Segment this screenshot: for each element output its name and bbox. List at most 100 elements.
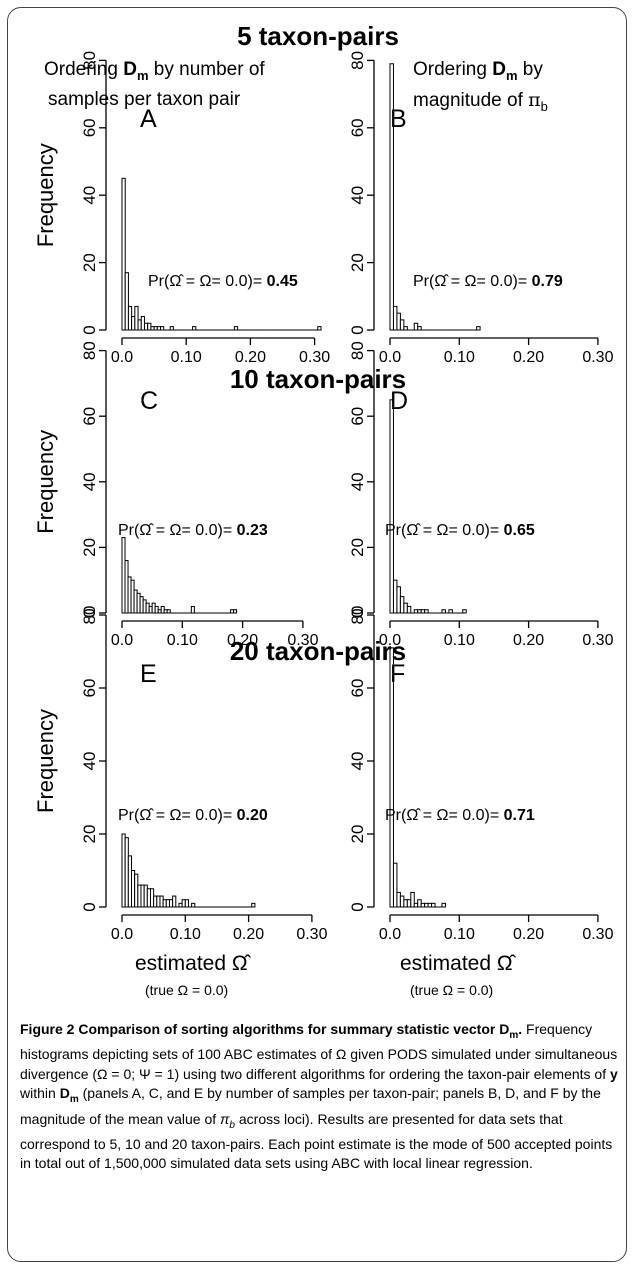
histogram-bar-f	[441, 902, 446, 908]
histogram-bar-f	[389, 647, 394, 908]
panel-label-e: E	[140, 660, 157, 688]
x-tick-label-e: 0.20	[233, 926, 264, 943]
panel-label-a: A	[140, 105, 157, 133]
histogram-bar-d	[392, 579, 398, 614]
histogram-bar-a	[192, 326, 197, 331]
histogram-bar-c	[233, 609, 238, 614]
y-tick-label-a: 40	[80, 186, 99, 205]
histogram-bar-d	[406, 605, 412, 614]
y-tick-label-d: 20	[348, 538, 367, 557]
histogram-bar-a	[317, 326, 322, 331]
histogram-bar-d	[389, 399, 394, 614]
y-tick-label-b: 0	[348, 325, 367, 334]
y-tick-label-d: 60	[348, 407, 367, 426]
histogram-bar-f	[427, 902, 433, 908]
y-tick-label-c: 0	[80, 608, 99, 617]
probability-annotation-d: Pr(Ω̂ = Ω= 0.0)= 0.65	[385, 522, 535, 539]
histogram-bar-d	[441, 609, 446, 614]
histogram-bar-f	[403, 899, 408, 908]
histogram-bar-c	[166, 609, 171, 614]
histogram-bar-f	[406, 899, 412, 908]
x-tick-label-d: 0.10	[444, 632, 475, 649]
histogram-bar-f	[413, 902, 419, 908]
y-tick-label-d: 80	[348, 341, 367, 360]
histogram-bar-d	[420, 609, 426, 614]
histogram-bar-e	[172, 895, 177, 908]
y-tick-label-f: 20	[348, 825, 367, 844]
y-tick-label-b: 40	[348, 186, 367, 205]
x-tick-label-f: 0.0	[379, 926, 401, 943]
histogram-bar-a	[169, 326, 174, 331]
histogram-bar-a	[124, 272, 129, 331]
x-tick-label-b: 0.20	[513, 349, 544, 366]
y-tick-label-f: 60	[348, 679, 367, 698]
histogram-bar-f	[392, 862, 398, 908]
histogram-bar-d	[417, 609, 422, 614]
x-tick-label-a: 0.20	[235, 349, 266, 366]
x-tick-label-c: 0.20	[227, 632, 258, 649]
x-tick-label-f: 0.30	[582, 926, 613, 943]
figure-caption: Figure 2 Comparison of sorting algorithm…	[20, 1021, 618, 1172]
x-tick-label-e: 0.30	[296, 926, 327, 943]
histogram-bar-f	[396, 891, 401, 908]
x-tick-label-c: 0.10	[167, 632, 198, 649]
x-tick-label-d: 0.30	[582, 632, 613, 649]
x-tick-label-f: 0.10	[444, 926, 475, 943]
x-tick-label-b: 0.10	[444, 349, 475, 366]
histogram-bar-e	[191, 902, 196, 908]
histogram-bar-d	[424, 609, 429, 614]
histogram-bar-d	[413, 609, 419, 614]
y-tick-label-b: 80	[348, 51, 367, 70]
histogram-bar-f	[410, 891, 415, 908]
row-title-10: 10 taxon-pairs	[229, 364, 407, 394]
histogram-bar-e	[251, 902, 256, 908]
x-axis-sublabel-left: (true Ω = 0.0)	[145, 982, 229, 998]
histogram-bar-b	[413, 322, 419, 331]
x-tick-label-e: 0.0	[111, 926, 133, 943]
figure-frame	[7, 7, 627, 1262]
probability-annotation-a: Pr(Ω̂ = Ω= 0.0)= 0.45	[148, 273, 298, 290]
y-tick-label-e: 40	[80, 752, 99, 771]
probability-annotation-b: Pr(Ω̂ = Ω= 0.0)= 0.79	[413, 273, 563, 290]
y-tick-label-c: 80	[80, 341, 99, 360]
histogram-bar-a	[160, 326, 165, 331]
x-tick-label-b: 0.0	[379, 349, 401, 366]
histogram-bar-d	[448, 609, 453, 614]
y-tick-label-e: 0	[80, 902, 99, 911]
y-tick-label-d: 0	[348, 608, 367, 617]
histogram-bar-d	[399, 596, 405, 614]
y-tick-label-b: 60	[348, 118, 367, 137]
probability-annotation-c: Pr(Ω̂ = Ω= 0.0)= 0.23	[118, 522, 268, 539]
x-tick-label-b: 0.30	[582, 349, 613, 366]
x-axis-sublabel-right: (true Ω = 0.0)	[410, 982, 494, 998]
y-tick-label-b: 20	[348, 253, 367, 272]
y-tick-label-c: 40	[80, 472, 99, 491]
y-tick-label-f: 80	[348, 606, 367, 625]
x-axis-label-left: estimated Ω̂	[135, 952, 248, 975]
x-tick-label-d: 0.20	[513, 632, 544, 649]
y-tick-label-c: 20	[80, 538, 99, 557]
histogram-bar-d	[403, 602, 408, 614]
x-tick-label-c: 0.0	[111, 632, 133, 649]
y-tick-label-e: 20	[80, 825, 99, 844]
y-tick-label-a: 60	[80, 118, 99, 137]
y-tick-label-e: 80	[80, 606, 99, 625]
panel-label-d: D	[390, 387, 408, 415]
histogram-bar-e	[184, 899, 189, 908]
y-axis-label-e: Frequency	[33, 709, 58, 813]
x-tick-label-a: 0.10	[171, 349, 202, 366]
y-tick-label-a: 80	[80, 51, 99, 70]
histogram-bar-f	[417, 899, 422, 908]
row-title-20: 20 taxon-pairs	[229, 636, 407, 666]
panel-label-c: C	[140, 387, 158, 415]
x-tick-label-a: 0.0	[111, 349, 133, 366]
histogram-bar-f	[399, 895, 405, 908]
probability-annotation-e: Pr(Ω̂ = Ω= 0.0)= 0.20	[118, 807, 268, 824]
row-title-5: 5 taxon-pairs	[237, 21, 399, 51]
histogram-bar-f	[431, 902, 436, 908]
y-tick-label-a: 20	[80, 253, 99, 272]
y-axis-label-a: Frequency	[33, 143, 58, 247]
histogram-bar-a	[233, 326, 239, 331]
probability-annotation-f: Pr(Ω̂ = Ω= 0.0)= 0.71	[385, 807, 535, 824]
y-tick-label-c: 60	[80, 407, 99, 426]
